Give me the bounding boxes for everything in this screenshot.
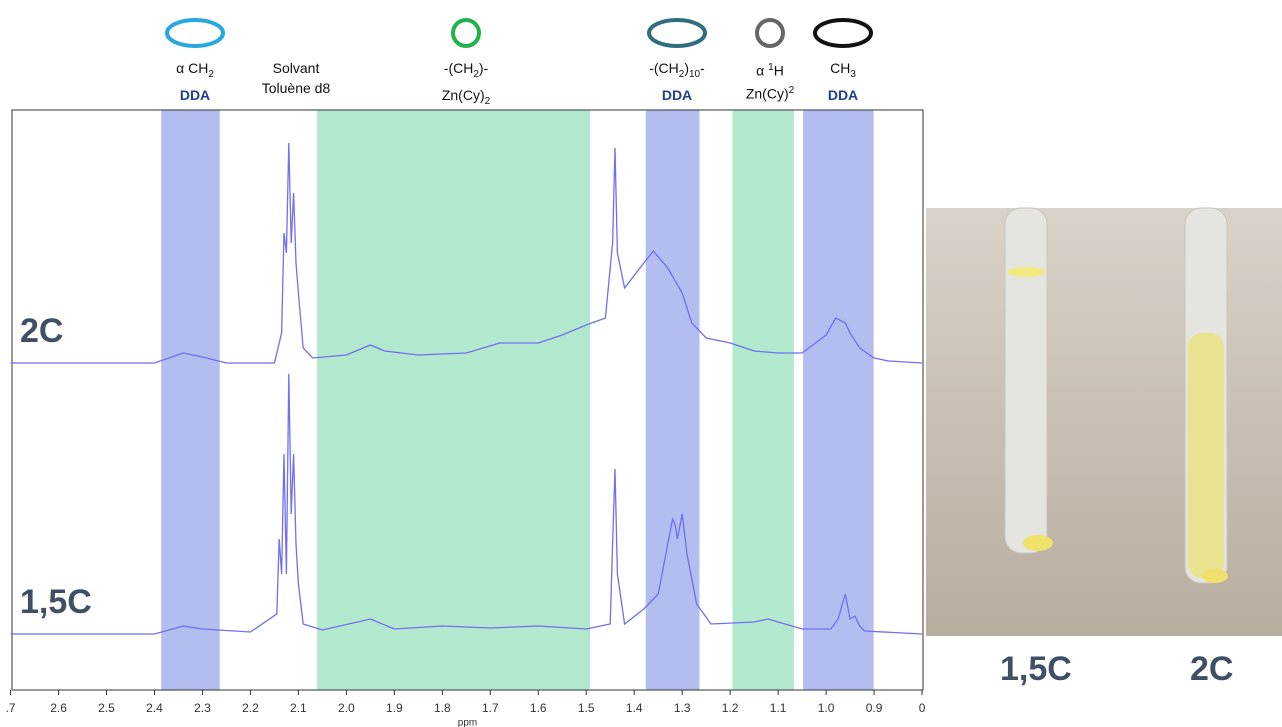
photo [926,207,1282,636]
header-line: Toluène d8 [236,78,356,98]
header-text: 2 [473,68,479,80]
header-line: Zn(Cy)2 [406,85,526,112]
header-text: 1 [768,62,774,73]
header-text: Zn(Cy) [441,86,485,103]
band [317,110,591,690]
x-tick-label: 0 [919,701,926,715]
x-tick-label: .7 [6,701,16,715]
legend-icon [755,18,785,48]
x-axis-label: ppm [458,718,477,727]
header-line: α CH2 [135,58,255,85]
header-text: -(CH [649,60,679,76]
header-line: Zn(Cy)2 [710,81,830,104]
header-label: -(CH2)10- DDA [617,58,737,105]
header-text: 3 [850,68,856,80]
header-line: DDA [135,85,255,105]
header-text: DDA [179,86,211,103]
x-tick-label: 0.9 [866,701,883,715]
x-tick-label: 1.1 [770,701,787,715]
series-label: 2C [20,312,63,350]
photo-label: 2C [1190,650,1234,688]
header-text: - [700,60,705,76]
header-label: -(CH2)- Zn(Cy)2 [406,58,526,112]
band [645,110,700,690]
header-line: Solvant [236,58,356,78]
header-line: DDA [617,85,737,105]
header-text: α [756,62,769,79]
x-tick-label: 1.3 [674,701,691,715]
header-line: -(CH2)- [406,58,526,85]
header-line: DDA [783,85,903,105]
band [161,110,220,690]
header-text: 10 [688,68,701,80]
header-label: Solvant Toluène d8 [236,58,356,98]
header-label: α 1H Zn(Cy)2 [710,58,830,103]
x-tick-label: 2.1 [290,701,307,715]
header-line: -(CH2)10- [617,58,737,85]
x-tick-label: 2.5 [98,701,115,715]
header-text: CH [830,60,851,76]
header-line: α 1H [710,58,830,81]
header-text: H [773,62,784,79]
band [803,110,874,690]
x-tick-label: 2.4 [146,701,163,715]
x-tick-label: 1.6 [530,701,547,715]
x-tick-label: 2.0 [338,701,355,715]
x-tick-label: 1.9 [386,701,403,715]
plot-frame [11,109,924,691]
header-text: α CH [176,60,209,76]
header-text: Solvant [272,60,320,76]
legend-icon [451,18,481,48]
band [732,110,794,690]
header-text: 2 [788,84,795,96]
header-text: Toluène d8 [261,80,331,96]
header-text: ) [684,60,689,76]
legend-icon [647,18,707,48]
x-tick-label: 2.3 [194,701,211,715]
x-tick-label: 1.2 [722,701,739,715]
series-label: 1,5C [20,583,92,621]
legend-icon [813,18,873,48]
header-text: 2 [678,68,685,80]
header-text: Zn(Cy) [745,85,789,102]
x-tick-label: 2.2 [242,701,259,715]
header-text: -(CH [443,60,474,76]
x-tick-label: 1.8 [434,701,451,715]
legend-icon [165,18,225,48]
header-line: CH3 [783,58,903,85]
x-tick-label: 2.6 [50,701,67,715]
header-text: 2 [484,95,491,107]
header-label: CH3 DDA [783,58,903,105]
x-tick-label: 1.0 [818,701,835,715]
header-label: α CH2 DDA [135,58,255,105]
spectrum [10,373,923,635]
photo-label: 1,5C [1000,650,1072,688]
x-tick-label: 1.4 [626,701,643,715]
header-text: DDA [661,86,693,103]
x-tick-label: 1.5 [578,701,595,715]
header-text: )- [478,60,489,76]
header-text: DDA [827,86,859,103]
spectrum [10,142,923,364]
x-tick-label: 1.7 [482,701,499,715]
header-text: 2 [208,68,214,80]
